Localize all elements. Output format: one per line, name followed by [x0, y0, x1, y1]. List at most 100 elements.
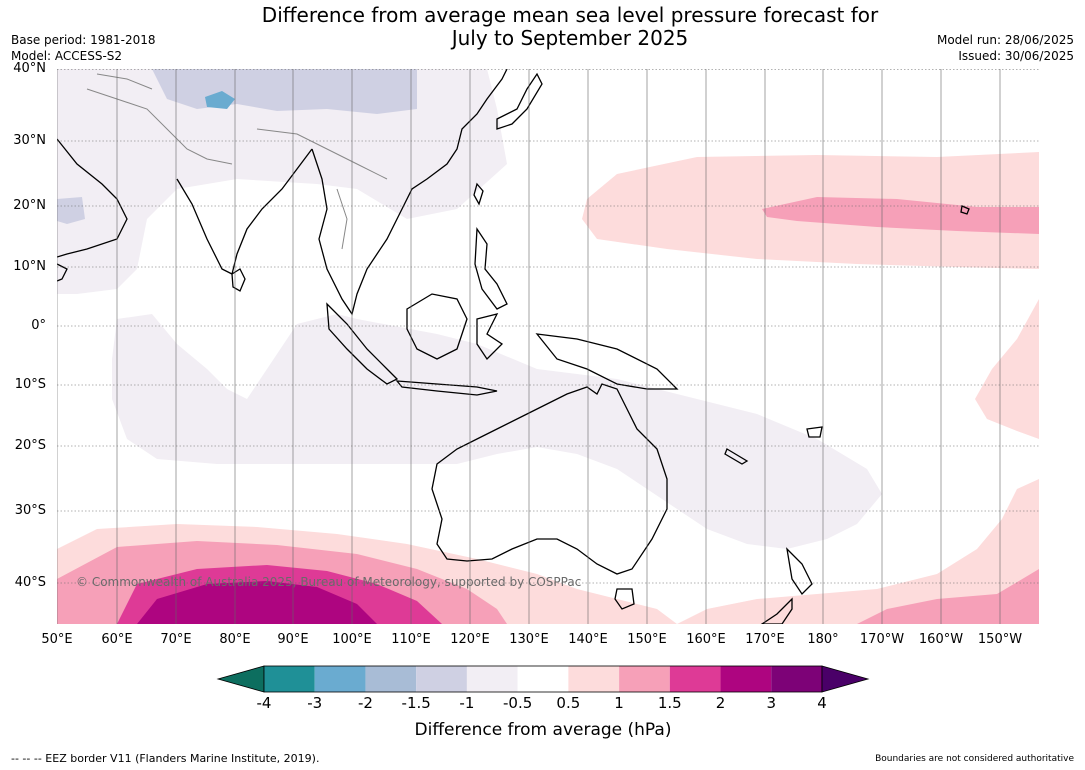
model-run: Model run: 28/06/2025: [936, 33, 1074, 47]
map-panel[interactable]: [57, 69, 1039, 624]
colorbar-tick-label: 2: [715, 694, 726, 712]
lat-label-30n: 30°N: [13, 133, 46, 148]
colorbar-extend-high: [821, 665, 870, 693]
java-coast: [395, 380, 498, 396]
tasmania-coast: [614, 588, 635, 610]
lon-label-130e: 130°E: [509, 632, 549, 647]
colorbar-cells: [216, 665, 870, 693]
colorbar-cell: [365, 666, 417, 692]
model-name: Model: ACCESS-S2: [11, 49, 123, 63]
colorbar-tick-label: -3: [307, 694, 323, 712]
map-title: Difference from average mean sea level p…: [0, 4, 1085, 50]
colorbar-cell: [264, 666, 315, 692]
lat-label-10s: 10°S: [14, 377, 46, 392]
fiji-coast: [806, 426, 823, 438]
border-indochina: [336, 188, 348, 250]
colorbar-tick-label: 3: [766, 694, 777, 712]
colorbar-extend-low: [216, 665, 265, 693]
colorbar-tick-label: -0.5: [502, 694, 533, 712]
se-asia-coast: [311, 69, 508, 316]
colorbar-tick-label: -4: [256, 694, 272, 712]
colorbar-cell: [517, 666, 569, 692]
colorbar-cell: [669, 666, 721, 692]
lon-label-150w: 150°W: [977, 632, 1023, 647]
lon-label-110e: 110°E: [391, 632, 431, 647]
lat-label-10n: 10°N: [13, 259, 46, 274]
border-china-south: [256, 128, 388, 180]
anomaly-region-south-pacific-pale: [677, 479, 1039, 624]
new-caledonia-coast: [724, 448, 749, 465]
new-zealand-coast: [760, 547, 813, 624]
lon-label-80e: 80°E: [219, 632, 251, 647]
hawaii-coast: [960, 205, 970, 215]
africa-coast: [57, 263, 68, 282]
sumatra-coast: [326, 302, 399, 385]
meta-right: Model run: 28/06/2025 Issued: 30/06/2025: [937, 32, 1074, 64]
borneo-coast: [406, 293, 468, 360]
japan-coast: [496, 72, 543, 130]
colorbar-cell: [619, 666, 670, 692]
colorbar-tick-label: -1.5: [401, 694, 431, 712]
colorbar-cell: [720, 666, 772, 692]
new-guinea-coast: [535, 333, 679, 390]
colorbar-cell: [568, 666, 620, 692]
lat-label-0: 0°: [31, 318, 46, 333]
lon-label-170w: 170°W: [859, 632, 905, 647]
sulawesi-coast: [476, 313, 504, 361]
lat-label-30s: 30°S: [14, 503, 46, 518]
colorbar-cell: [314, 666, 366, 692]
lon-label-140e: 140°E: [568, 632, 608, 647]
coastlines: [57, 69, 970, 624]
colorbar-label: Difference from average (hPa): [414, 720, 672, 740]
lon-label-170e: 170°E: [745, 632, 785, 647]
lon-label-150e: 150°E: [627, 632, 667, 647]
colorbar-cell: [416, 666, 467, 692]
colorbar-cell: [771, 666, 822, 692]
australia-coast: [431, 383, 668, 575]
boundaries-disclaimer: Boundaries are not considered authoritat…: [875, 754, 1074, 764]
anomaly-region-tibet: [152, 69, 417, 114]
graticule: [57, 69, 1039, 584]
lon-label-100e: 100°E: [332, 632, 372, 647]
sri-lanka-coast: [231, 268, 246, 292]
colorbar-tick-label: 4: [817, 694, 827, 712]
anomaly-region-asia-light: [57, 69, 507, 294]
philippines-coast: [474, 227, 508, 310]
arabia-coast: [57, 138, 128, 258]
anomaly-region-east-pacific-pale: [975, 299, 1039, 439]
india-coast: [176, 148, 313, 275]
lon-label-90e: 90°E: [277, 632, 309, 647]
lon-label-160e: 160°E: [686, 632, 726, 647]
colorbar-tick-label: 0.5: [556, 694, 581, 712]
anomaly-region-south-purple: [137, 581, 377, 624]
anomaly-region-indian-light: [112, 314, 882, 549]
colorbar-tick-label: -1: [459, 694, 475, 712]
lon-label-50e: 50°E: [41, 632, 73, 647]
lon-label-180: 180°: [807, 632, 839, 647]
base-period: Base period: 1981-2018: [11, 33, 156, 47]
issued-date: Issued: 30/06/2025: [958, 49, 1074, 63]
colorbar-tick-label: 1.5: [657, 694, 682, 712]
lat-label-40s: 40°S: [14, 575, 46, 590]
graticule-lon: [57, 69, 1001, 624]
taiwan-coast: [473, 182, 484, 206]
colorbar: [216, 665, 870, 693]
lon-label-70e: 70°E: [160, 632, 192, 647]
colorbar-tick-label: 1: [614, 694, 624, 712]
meta-left: Base period: 1981-2018 Model: ACCESS-S2: [11, 32, 156, 64]
anomaly-region-south-pacific-pink: [857, 569, 1039, 624]
lon-label-120e: 120°E: [450, 632, 490, 647]
eez-border-legend: -- -- -- EEZ border V11 (Flanders Marine…: [11, 752, 320, 765]
anomaly-region-himalaya-blue: [205, 91, 235, 109]
lon-label-160w: 160°W: [918, 632, 964, 647]
lat-label-40n: 40°N: [13, 61, 46, 76]
lon-label-60e: 60°E: [101, 632, 133, 647]
title-line-2: July to September 2025: [451, 26, 689, 50]
border-central-asia: [96, 73, 153, 90]
colorbar-tick-label: -2: [357, 694, 373, 712]
lat-label-20s: 20°S: [14, 438, 46, 453]
title-line-1: Difference from average mean sea level p…: [261, 3, 879, 27]
colorbar-cell: [466, 666, 518, 692]
copyright-notice: © Commonwealth of Australia 2025, Bureau…: [76, 575, 582, 589]
lat-label-20n: 20°N: [13, 198, 46, 213]
